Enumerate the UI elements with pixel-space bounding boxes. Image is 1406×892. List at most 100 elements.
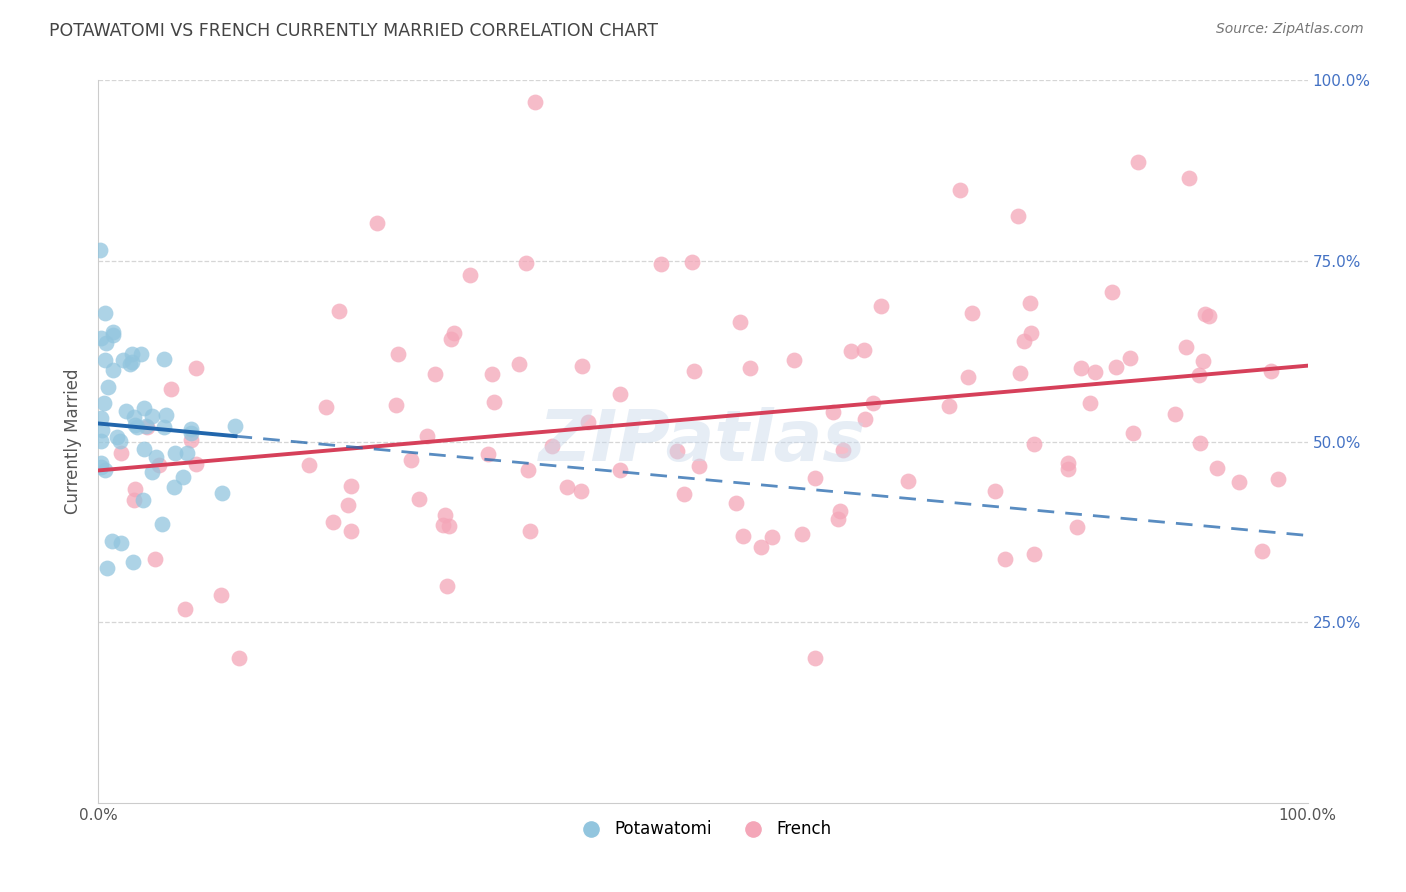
Point	[132, 401, 155, 415]
Point	[517, 463, 540, 477]
Point	[145, 450, 167, 464]
Point	[828, 504, 851, 518]
Point	[120, 358, 142, 372]
Point	[121, 355, 143, 369]
Point	[1126, 155, 1149, 169]
Point	[176, 446, 198, 460]
Point	[515, 255, 537, 269]
Point	[124, 417, 146, 432]
Point	[90, 459, 112, 474]
Point	[224, 419, 246, 434]
Point	[852, 343, 875, 358]
Point	[124, 482, 146, 496]
Point	[761, 530, 783, 544]
Point	[186, 361, 208, 376]
Point	[143, 551, 166, 566]
Point	[228, 651, 250, 665]
Point	[1119, 351, 1142, 365]
Point	[160, 382, 183, 396]
Point	[804, 471, 827, 485]
Point	[949, 183, 972, 197]
Point	[938, 399, 960, 413]
Legend: Potawatomi, French: Potawatomi, French	[568, 814, 838, 845]
Point	[105, 430, 128, 444]
Point	[1066, 520, 1088, 534]
Point	[211, 485, 233, 500]
Point	[91, 423, 114, 437]
Point	[1206, 461, 1229, 475]
Point	[122, 409, 145, 424]
Point	[477, 447, 499, 461]
Point	[609, 463, 631, 477]
Point	[339, 524, 361, 539]
Point	[122, 555, 145, 569]
Text: ZIPatlas: ZIPatlas	[540, 407, 866, 476]
Point	[112, 353, 135, 368]
Point	[1164, 407, 1187, 421]
Point	[1105, 359, 1128, 374]
Point	[93, 353, 115, 368]
Point	[336, 498, 359, 512]
Point	[125, 419, 148, 434]
Point	[1227, 475, 1250, 489]
Point	[672, 487, 695, 501]
Point	[956, 370, 979, 384]
Point	[738, 361, 761, 376]
Point	[482, 394, 505, 409]
Point	[385, 398, 408, 412]
Point	[132, 442, 155, 457]
Point	[1101, 285, 1123, 300]
Point	[141, 409, 163, 424]
Point	[650, 257, 672, 271]
Point	[790, 526, 813, 541]
Point	[1267, 472, 1289, 486]
Point	[150, 516, 173, 531]
Point	[110, 445, 132, 459]
Point	[609, 387, 631, 401]
Point	[135, 419, 157, 434]
Point	[180, 433, 202, 447]
Point	[897, 474, 920, 488]
Point	[827, 512, 849, 526]
Point	[1007, 209, 1029, 223]
Point	[425, 367, 447, 381]
Point	[665, 444, 688, 458]
Text: POTAWATOMI VS FRENCH CURRENTLY MARRIED CORRELATION CHART: POTAWATOMI VS FRENCH CURRENTLY MARRIED C…	[49, 22, 658, 40]
Point	[180, 422, 202, 436]
Point	[103, 326, 125, 340]
Point	[1191, 353, 1213, 368]
Point	[439, 331, 461, 345]
Point	[340, 478, 363, 492]
Point	[101, 534, 124, 549]
Point	[983, 484, 1005, 499]
Point	[571, 359, 593, 373]
Point	[519, 524, 541, 539]
Point	[94, 306, 117, 320]
Point	[135, 419, 157, 434]
Point	[962, 306, 984, 320]
Point	[408, 491, 430, 506]
Point	[436, 579, 458, 593]
Point	[141, 465, 163, 479]
Point	[862, 396, 884, 410]
Point	[1014, 334, 1036, 348]
Point	[524, 95, 547, 109]
Point	[994, 551, 1017, 566]
Point	[184, 457, 207, 471]
Point	[576, 416, 599, 430]
Point	[443, 326, 465, 340]
Point	[153, 352, 176, 367]
Point	[153, 419, 176, 434]
Point	[1070, 361, 1092, 376]
Point	[1198, 309, 1220, 323]
Point	[132, 493, 155, 508]
Point	[839, 343, 862, 358]
Point	[96, 561, 118, 575]
Point	[749, 541, 772, 555]
Point	[1251, 543, 1274, 558]
Point	[1188, 436, 1211, 450]
Point	[853, 412, 876, 426]
Point	[366, 216, 388, 230]
Point	[1019, 326, 1042, 341]
Point	[297, 458, 319, 472]
